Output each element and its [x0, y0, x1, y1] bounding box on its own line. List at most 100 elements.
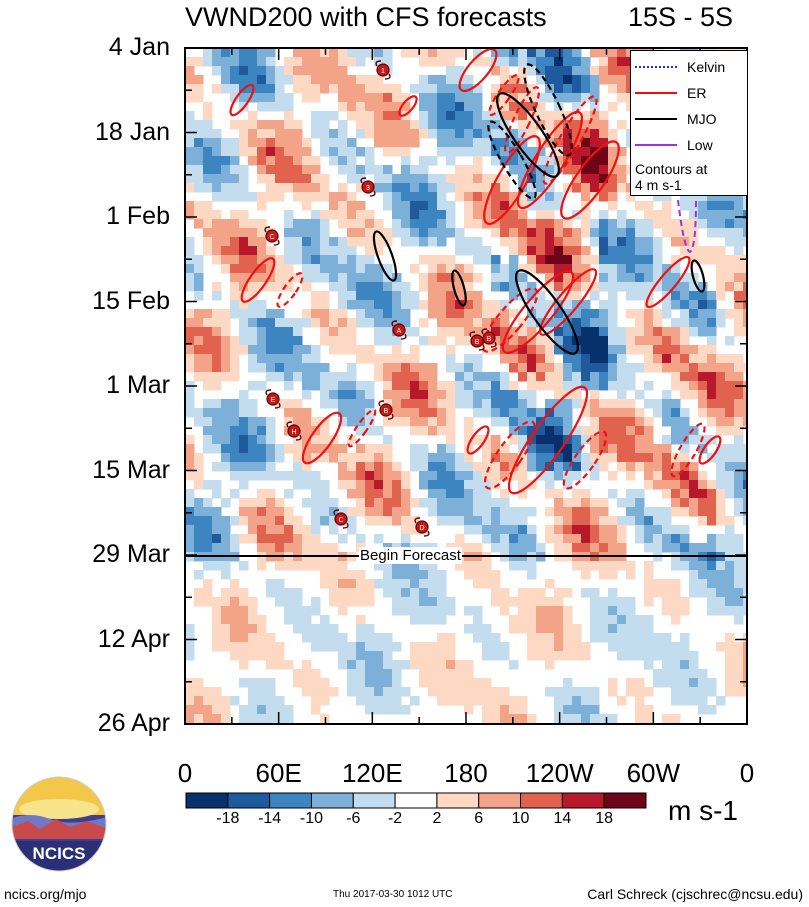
storm-marker-label: B [475, 339, 480, 346]
heat-cell [653, 336, 663, 346]
heat-cell [194, 363, 204, 373]
heat-cell [743, 597, 747, 607]
heat-cell [428, 75, 438, 85]
heat-cell [491, 471, 501, 481]
heat-cell [392, 516, 402, 526]
heat-cell [707, 300, 717, 310]
heat-cell [554, 291, 564, 301]
heat-cell [581, 372, 591, 382]
heat-cell [194, 687, 204, 697]
heat-cell [374, 264, 384, 274]
heat-cell [392, 381, 402, 391]
heat-cell [743, 480, 747, 490]
heat-cell [194, 354, 204, 364]
heat-cell [383, 507, 393, 517]
heat-cell [482, 516, 492, 526]
heat-cell [590, 606, 600, 616]
heat-cell [464, 165, 474, 175]
heat-cell [680, 543, 690, 553]
heat-cell [455, 120, 465, 130]
heat-cell [437, 192, 447, 202]
heat-cell [518, 318, 528, 328]
heat-cell [671, 561, 681, 571]
heat-cell [518, 201, 528, 211]
footer-url: ncics.org/mjo [4, 886, 87, 902]
heat-cell [230, 426, 240, 436]
heat-cell [554, 426, 564, 436]
heat-cell [671, 408, 681, 418]
heat-cell [635, 633, 645, 643]
heat-cell [446, 228, 456, 238]
er-contour-forecast [504, 86, 540, 154]
heat-cell [581, 570, 591, 580]
heat-cell [572, 426, 582, 436]
heat-cell [599, 66, 609, 76]
heat-cell [455, 147, 465, 157]
heat-cell [662, 228, 672, 238]
heat-cell [581, 642, 591, 652]
heat-cell [284, 525, 294, 535]
heat-cell [509, 336, 519, 346]
heat-cell [671, 669, 681, 679]
heat-cell [428, 399, 438, 409]
heat-cell [572, 372, 582, 382]
heat-cell [716, 534, 726, 544]
heat-cell [419, 93, 429, 103]
heat-cell [248, 624, 258, 634]
heat-cell [401, 534, 411, 544]
heat-cell [329, 84, 339, 94]
heat-cell [257, 525, 267, 535]
heat-cell [518, 408, 528, 418]
heat-cell [275, 183, 285, 193]
heat-cell [428, 102, 438, 112]
heat-cell [680, 660, 690, 670]
heat-cell [509, 228, 519, 238]
heat-cell [419, 165, 429, 175]
heat-cell [527, 147, 537, 157]
heat-cell [464, 381, 474, 391]
heat-cell [536, 156, 546, 166]
heat-cell [473, 210, 483, 220]
heat-cell [347, 570, 357, 580]
heat-cell [239, 561, 249, 571]
heat-cell [230, 534, 240, 544]
heat-cell [572, 390, 582, 400]
heat-cell [446, 678, 456, 688]
heat-cell [482, 210, 492, 220]
heat-cell [230, 147, 240, 157]
heat-cell [725, 390, 735, 400]
heat-cell [716, 498, 726, 508]
heat-cell [734, 390, 744, 400]
heat-cell [689, 687, 699, 697]
heat-cell [590, 237, 600, 247]
heat-cell [635, 282, 645, 292]
heat-cell [716, 480, 726, 490]
heat-cell [347, 390, 357, 400]
heat-cell [365, 237, 375, 247]
heat-cell [698, 561, 708, 571]
heat-cell [464, 129, 474, 139]
heat-cell [284, 246, 294, 256]
heat-cell [734, 309, 744, 319]
heat-cell [671, 678, 681, 688]
heat-cell [320, 246, 330, 256]
heat-cell [275, 336, 285, 346]
heat-cell [428, 309, 438, 319]
heat-cell [608, 264, 618, 274]
heat-cell [383, 111, 393, 121]
heat-cell [689, 210, 699, 220]
heat-cell [671, 273, 681, 283]
heat-cell [320, 570, 330, 580]
heat-cell [347, 210, 357, 220]
heat-cell [428, 300, 438, 310]
heat-cell [428, 237, 438, 247]
heat-cell [518, 597, 528, 607]
heat-cell [554, 417, 564, 427]
heat-cell [572, 363, 582, 373]
heat-cell [302, 345, 312, 355]
heat-cell [617, 273, 627, 283]
heat-cell [221, 453, 231, 463]
heat-cell [212, 489, 222, 499]
heat-cell [230, 210, 240, 220]
heat-cell [383, 471, 393, 481]
